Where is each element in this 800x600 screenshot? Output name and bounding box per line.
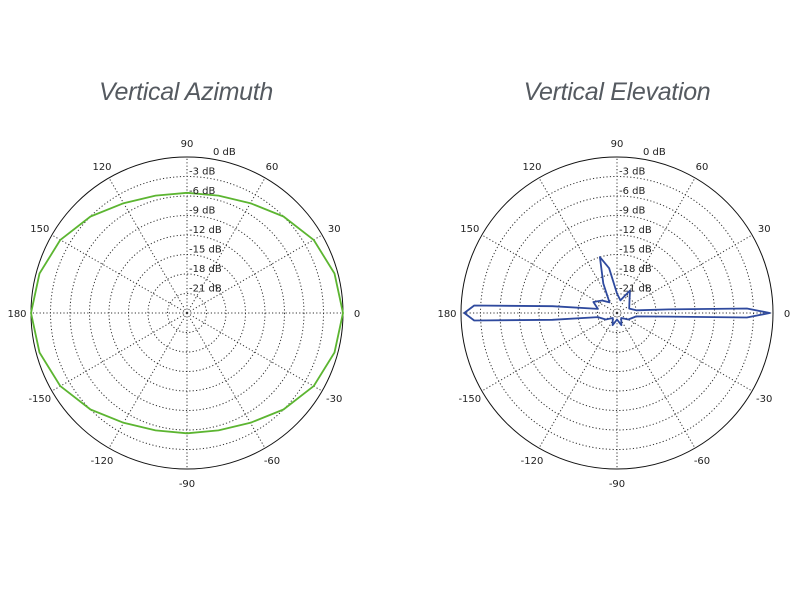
- azimuth-grid-spoke: [186, 312, 266, 449]
- elevation-grid-ring: [519, 215, 715, 411]
- azimuth-radial-tick-label: -9 dB: [189, 206, 215, 217]
- elevation-pattern-curve: [463, 256, 771, 327]
- elevation-outer-ring: [460, 156, 774, 470]
- azimuth-grid-spoke: [186, 177, 266, 314]
- azimuth-grid-spoke: [186, 312, 323, 392]
- elevation-radial-tick-label: -6 dB: [619, 186, 645, 197]
- elevation-angle-tick-label: -90: [609, 479, 625, 490]
- azimuth-angle-tick-label: 60: [266, 162, 279, 173]
- elevation-grid-spoke: [538, 177, 618, 314]
- elevation-angle-tick-label: 120: [522, 162, 541, 173]
- azimuth-angle-tick-label: -150: [28, 394, 51, 405]
- elevation-radial-tick-label: -15 dB: [619, 245, 652, 256]
- elevation-grid-spoke: [538, 312, 618, 449]
- elevation-radial-tick-label: -21 dB: [619, 284, 652, 295]
- elevation-angle-tick-label: 30: [758, 224, 771, 235]
- azimuth-angle-tick-label: 0: [354, 309, 360, 320]
- elevation-radial-tick-label: 0 dB: [643, 147, 666, 158]
- elevation-radial-tick-label: -3 dB: [619, 167, 645, 178]
- elevation-grid-spoke: [616, 234, 753, 314]
- azimuth-angle-tick-label: 120: [92, 162, 111, 173]
- azimuth-grid-spoke: [108, 312, 188, 449]
- elevation-angle-tick-label: -60: [694, 456, 710, 467]
- azimuth-radial-tick-label: -3 dB: [189, 167, 215, 178]
- elevation-angle-tick-label: 150: [460, 224, 479, 235]
- azimuth-angle-tick-label: -60: [264, 456, 280, 467]
- elevation-radial-tick-label: -12 dB: [619, 225, 652, 236]
- azimuth-grid-ring: [167, 293, 207, 333]
- elevation-angle-tick-label: -150: [458, 394, 481, 405]
- elevation-grid-ring: [538, 234, 696, 392]
- azimuth-radial-tick-label: -18 dB: [189, 264, 222, 275]
- azimuth-radial-tick-label: -15 dB: [189, 245, 222, 256]
- elevation-grid-spoke: [616, 312, 696, 449]
- azimuth-angle-tick-label: 150: [30, 224, 49, 235]
- elevation-angle-tick-label: -120: [521, 456, 544, 467]
- azimuth-radial-tick-label: 0 dB: [213, 147, 236, 158]
- elevation-grid-ring: [597, 293, 637, 333]
- azimuth-grid-spoke: [51, 234, 188, 314]
- elevation-angle-tick-label: 90: [611, 139, 624, 150]
- elevation-angle-tick-label: 60: [696, 162, 709, 173]
- azimuth-angle-tick-label: -30: [326, 394, 342, 405]
- azimuth-grid-ring: [69, 195, 305, 431]
- azimuth-grid-ring: [108, 234, 266, 392]
- elevation-angle-tick-label: -30: [756, 394, 772, 405]
- azimuth-grid-ring: [147, 273, 227, 353]
- elevation-angle-tick-label: 180: [437, 309, 456, 320]
- azimuth-angle-tick-label: -90: [179, 479, 195, 490]
- azimuth-grid-ring: [89, 215, 285, 411]
- elevation-grid-spoke: [616, 177, 696, 314]
- azimuth-grid-spoke: [108, 177, 188, 314]
- azimuth-angle-tick-label: 180: [7, 309, 26, 320]
- elevation-radial-tick-label: -9 dB: [619, 206, 645, 217]
- elevation-angle-tick-label: 0: [784, 309, 790, 320]
- azimuth-chart-title: Vertical Azimuth: [99, 78, 273, 106]
- azimuth-angle-tick-label: 30: [328, 224, 341, 235]
- azimuth-radial-tick-label: -6 dB: [189, 186, 215, 197]
- elevation-chart-title: Vertical Elevation: [523, 78, 711, 106]
- elevation-grid-ring: [499, 195, 735, 431]
- azimuth-angle-tick-label: 90: [181, 139, 194, 150]
- elevation-grid-ring: [577, 273, 657, 353]
- azimuth-radial-tick-label: -12 dB: [189, 225, 222, 236]
- elevation-grid-spoke: [616, 312, 753, 392]
- azimuth-grid-spoke: [186, 234, 323, 314]
- elevation-radial-tick-label: -18 dB: [619, 264, 652, 275]
- elevation-grid-spoke: [481, 234, 618, 314]
- azimuth-grid-spoke: [51, 312, 188, 392]
- azimuth-radial-tick-label: -21 dB: [189, 284, 222, 295]
- elevation-grid-spoke: [481, 312, 618, 392]
- azimuth-pattern-curve: [30, 191, 344, 435]
- azimuth-angle-tick-label: -120: [91, 456, 114, 467]
